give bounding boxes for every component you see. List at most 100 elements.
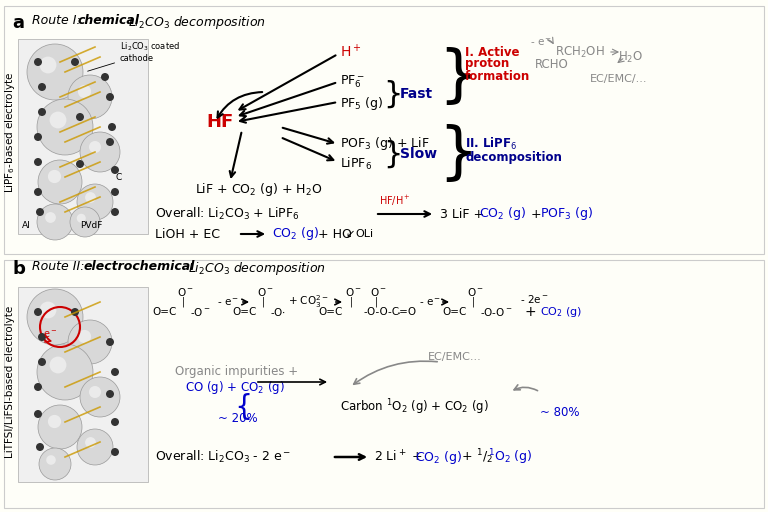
Text: - e$^-$: - e$^-$ [217,296,239,308]
Circle shape [111,418,119,426]
Text: - e$^-$: - e$^-$ [530,36,552,48]
Text: $\swarrow$: $\swarrow$ [343,228,355,240]
Circle shape [38,108,46,116]
Text: PF$_6^-$: PF$_6^-$ [340,74,365,90]
Circle shape [45,212,56,223]
Text: |: | [374,297,378,307]
Circle shape [111,208,119,216]
Circle shape [50,356,66,373]
Circle shape [68,320,112,364]
Text: Fast: Fast [400,87,433,101]
Circle shape [50,112,66,129]
Text: O=C: O=C [319,307,343,317]
Text: -O$\cdot$: -O$\cdot$ [270,306,286,318]
Circle shape [77,214,86,223]
Text: Route I:: Route I: [32,14,81,27]
Text: 3 LiF +: 3 LiF + [440,207,488,221]
Circle shape [38,333,46,341]
Text: CO$_2$ (g): CO$_2$ (g) [479,205,526,223]
Text: RCHO: RCHO [535,58,569,72]
Text: CO$_2$ (g): CO$_2$ (g) [415,449,462,465]
Text: - 2e$^-$: - 2e$^-$ [520,293,548,305]
Circle shape [48,170,61,183]
Circle shape [37,344,93,400]
Text: O=C: O=C [233,307,257,317]
Text: HF/H$^+$: HF/H$^+$ [379,194,411,208]
Circle shape [80,132,120,172]
Circle shape [40,57,56,73]
Text: CO$_2$ (g): CO$_2$ (g) [272,225,319,243]
Text: + CO$_3^{2-}$: + CO$_3^{2-}$ [287,293,329,310]
Text: proton: proton [465,57,509,71]
Circle shape [27,44,83,100]
Circle shape [77,184,113,220]
Text: + $^1$$/_2$: + $^1$$/_2$ [458,447,495,466]
Text: POF$_3$ (g) + LiF: POF$_3$ (g) + LiF [340,136,429,153]
Text: O=C: O=C [153,307,177,317]
Text: a: a [12,14,24,32]
Text: I. Active: I. Active [465,46,519,58]
Text: LiPF$_6$-based electrolyte: LiPF$_6$-based electrolyte [3,71,17,193]
Circle shape [38,405,82,449]
Circle shape [34,188,42,196]
Circle shape [80,377,120,417]
Text: |: | [261,297,265,307]
Text: Al: Al [22,221,31,230]
FancyBboxPatch shape [18,39,148,234]
Text: II. LiPF$_6$: II. LiPF$_6$ [465,136,518,152]
Text: Li$_2$CO$_3$ decomposition: Li$_2$CO$_3$ decomposition [128,14,266,31]
Circle shape [111,166,119,174]
Text: C: C [115,173,121,181]
Text: +: + [525,305,536,319]
Text: PVdF: PVdF [80,221,102,230]
Circle shape [108,123,116,131]
Text: ~ 20%: ~ 20% [218,413,258,425]
Circle shape [68,75,112,119]
Text: LiTFSI/LiFSI-based electrolyte: LiTFSI/LiFSI-based electrolyte [5,306,15,458]
Text: -O-O$^-$: -O-O$^-$ [480,306,512,318]
Circle shape [76,113,84,121]
Text: O$^-$: O$^-$ [177,286,194,298]
Text: PF$_5$ (g): PF$_5$ (g) [340,96,383,113]
Circle shape [70,207,100,237]
FancyBboxPatch shape [18,287,148,482]
Text: LiOH + EC: LiOH + EC [155,227,220,241]
Circle shape [85,437,96,448]
Text: + HO: + HO [318,227,352,241]
Text: O$^-$: O$^-$ [369,286,386,298]
Circle shape [106,138,114,146]
Text: |: | [472,297,475,307]
Text: formation: formation [465,70,530,82]
Text: RCH$_2$OH: RCH$_2$OH [555,45,604,59]
Text: Carbon $^1$O$_2$ (g) + CO$_2$ (g): Carbon $^1$O$_2$ (g) + CO$_2$ (g) [340,397,489,417]
Text: Li$_2$CO$_3$ decomposition: Li$_2$CO$_3$ decomposition [188,260,326,277]
Text: LiF + CO$_2$ (g) + H$_2$O: LiF + CO$_2$ (g) + H$_2$O [195,181,323,199]
Circle shape [27,289,83,345]
Text: ~ 80%: ~ 80% [540,406,580,418]
FancyBboxPatch shape [4,260,764,508]
Circle shape [36,208,44,216]
Text: $\cdot$: $\cdot$ [396,306,401,318]
Text: b: b [12,260,25,278]
Circle shape [78,330,91,343]
Text: CO (g) + CO$_2$ (g): CO (g) + CO$_2$ (g) [185,378,285,395]
Text: -O-O-C=O: -O-O-C=O [363,307,416,317]
Text: HF: HF [207,113,233,131]
Circle shape [34,133,42,141]
Circle shape [38,358,46,366]
Circle shape [37,99,93,155]
Circle shape [78,85,91,98]
Text: |: | [349,297,353,307]
Text: chemical: chemical [78,14,140,27]
Text: O=C: O=C [442,307,467,317]
Circle shape [38,83,46,91]
Circle shape [34,383,42,391]
Circle shape [111,188,119,196]
Text: O$^-$: O$^-$ [466,286,484,298]
Text: }: } [383,139,402,168]
Text: Li$_2$CO$_3$ coated
cathode: Li$_2$CO$_3$ coated cathode [88,40,180,71]
Text: Overall: Li$_2$CO$_3$ - 2 e$^-$: Overall: Li$_2$CO$_3$ - 2 e$^-$ [155,449,291,465]
Circle shape [106,338,114,346]
Text: Organic impurities +: Organic impurities + [175,366,298,378]
Text: 2 Li$^+$ +: 2 Li$^+$ + [374,450,424,465]
